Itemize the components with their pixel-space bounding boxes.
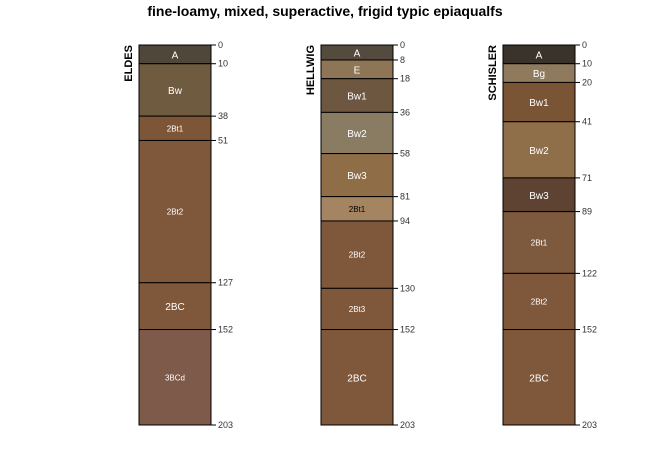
horizon-label: E: [354, 65, 361, 76]
depth-label: 203: [400, 420, 415, 430]
horizon-bw3: [502, 177, 576, 213]
horizon-label: 2Bt1: [349, 205, 366, 214]
horizon-label: Bw2: [529, 146, 549, 157]
depth-label: 10: [582, 59, 592, 69]
profile-schisler: A Bg Bw1 Bw2 Bw3 2Bt1 2Bt2 2BC 0 10 20 41 71 89 122 152…: [487, 40, 597, 430]
profile-name: HELLWIG: [305, 45, 317, 95]
depth-label: 10: [218, 59, 228, 69]
horizon-label: A: [536, 50, 543, 61]
horizon-label: Bg: [533, 69, 545, 80]
profile-hellwig: AE Bw1 Bw2 Bw3 2Bt1 2Bt2 2Bt3 2BC 0 8 18 36 58 81 94 13…: [305, 40, 415, 430]
horizon-2bt2: [502, 272, 576, 331]
horizon-label: A: [172, 50, 179, 61]
horizon-label: Bw1: [529, 98, 549, 109]
depth-label: 36: [400, 107, 410, 117]
horizon-2bc: [502, 329, 576, 426]
depth-label: 130: [400, 283, 415, 293]
depth-label: 18: [400, 74, 410, 84]
depth-label: 81: [400, 192, 410, 202]
depth-label: 203: [218, 420, 233, 430]
depth-label: 122: [582, 268, 597, 278]
horizon-label: Bw3: [347, 171, 367, 182]
horizon-label: 2Bt1: [167, 124, 184, 133]
horizon-2bt2: [320, 220, 394, 289]
depth-label: 58: [400, 149, 410, 159]
depth-label: 94: [400, 216, 410, 226]
horizon-bw2: [502, 121, 576, 179]
depth-label: 20: [582, 77, 592, 87]
depth-label: 152: [218, 325, 233, 335]
horizon-label: 2Bt3: [349, 305, 366, 314]
depth-label: 38: [218, 111, 228, 121]
depth-label: 0: [400, 40, 405, 50]
horizon-2bt3: [320, 287, 394, 331]
depth-label: 71: [582, 173, 592, 183]
depth-label: 152: [400, 325, 415, 335]
horizon-label: 2Bt1: [531, 238, 548, 247]
depth-label: 41: [582, 117, 592, 127]
profile-name: ELDES: [123, 45, 135, 82]
horizon-label: 2Bt2: [349, 251, 366, 260]
chart-title: fine-loamy, mixed, superactive, frigid t…: [147, 3, 502, 19]
horizon-2bt1: [502, 211, 576, 274]
horizon-label: 2BC: [165, 302, 184, 313]
horizon-bw1: [320, 78, 394, 113]
horizon-2bt1: [320, 196, 394, 222]
horizon-label: Bw3: [529, 191, 549, 202]
depth-label: 51: [218, 135, 228, 145]
horizon-bw1: [502, 81, 576, 123]
depth-label: 8: [400, 55, 405, 65]
horizon-2bc: [320, 329, 394, 426]
depth-label: 127: [218, 278, 233, 288]
horizon-label: Bw1: [347, 92, 367, 103]
depth-label: 152: [582, 325, 597, 335]
horizon-label: 2BC: [529, 373, 548, 384]
depth-label: 89: [582, 207, 592, 217]
horizon-2bt1: [138, 115, 212, 141]
depth-label: 0: [218, 40, 223, 50]
horizon-label: 3BCd: [165, 373, 185, 382]
horizon-3bcd: [138, 329, 212, 426]
horizon-label: Bw2: [347, 129, 367, 140]
horizon-label: 2BC: [347, 373, 366, 384]
horizon-label: A: [354, 48, 361, 59]
horizon-label: Bw: [168, 86, 183, 97]
horizon-label: 2Bt2: [167, 208, 184, 217]
horizon-bw: [138, 63, 212, 117]
profile-eldes: A Bw 2Bt1 2Bt2 2BC 3BCd 0 10 38 51 127 152 203 ELDES: [123, 40, 233, 430]
horizon-2bt2: [138, 139, 212, 284]
depth-label: 203: [582, 420, 597, 430]
profile-name: SCHISLER: [487, 45, 499, 101]
depth-label: 0: [582, 40, 587, 50]
horizon-bw2: [320, 111, 394, 155]
horizon-label: 2Bt2: [531, 297, 548, 306]
